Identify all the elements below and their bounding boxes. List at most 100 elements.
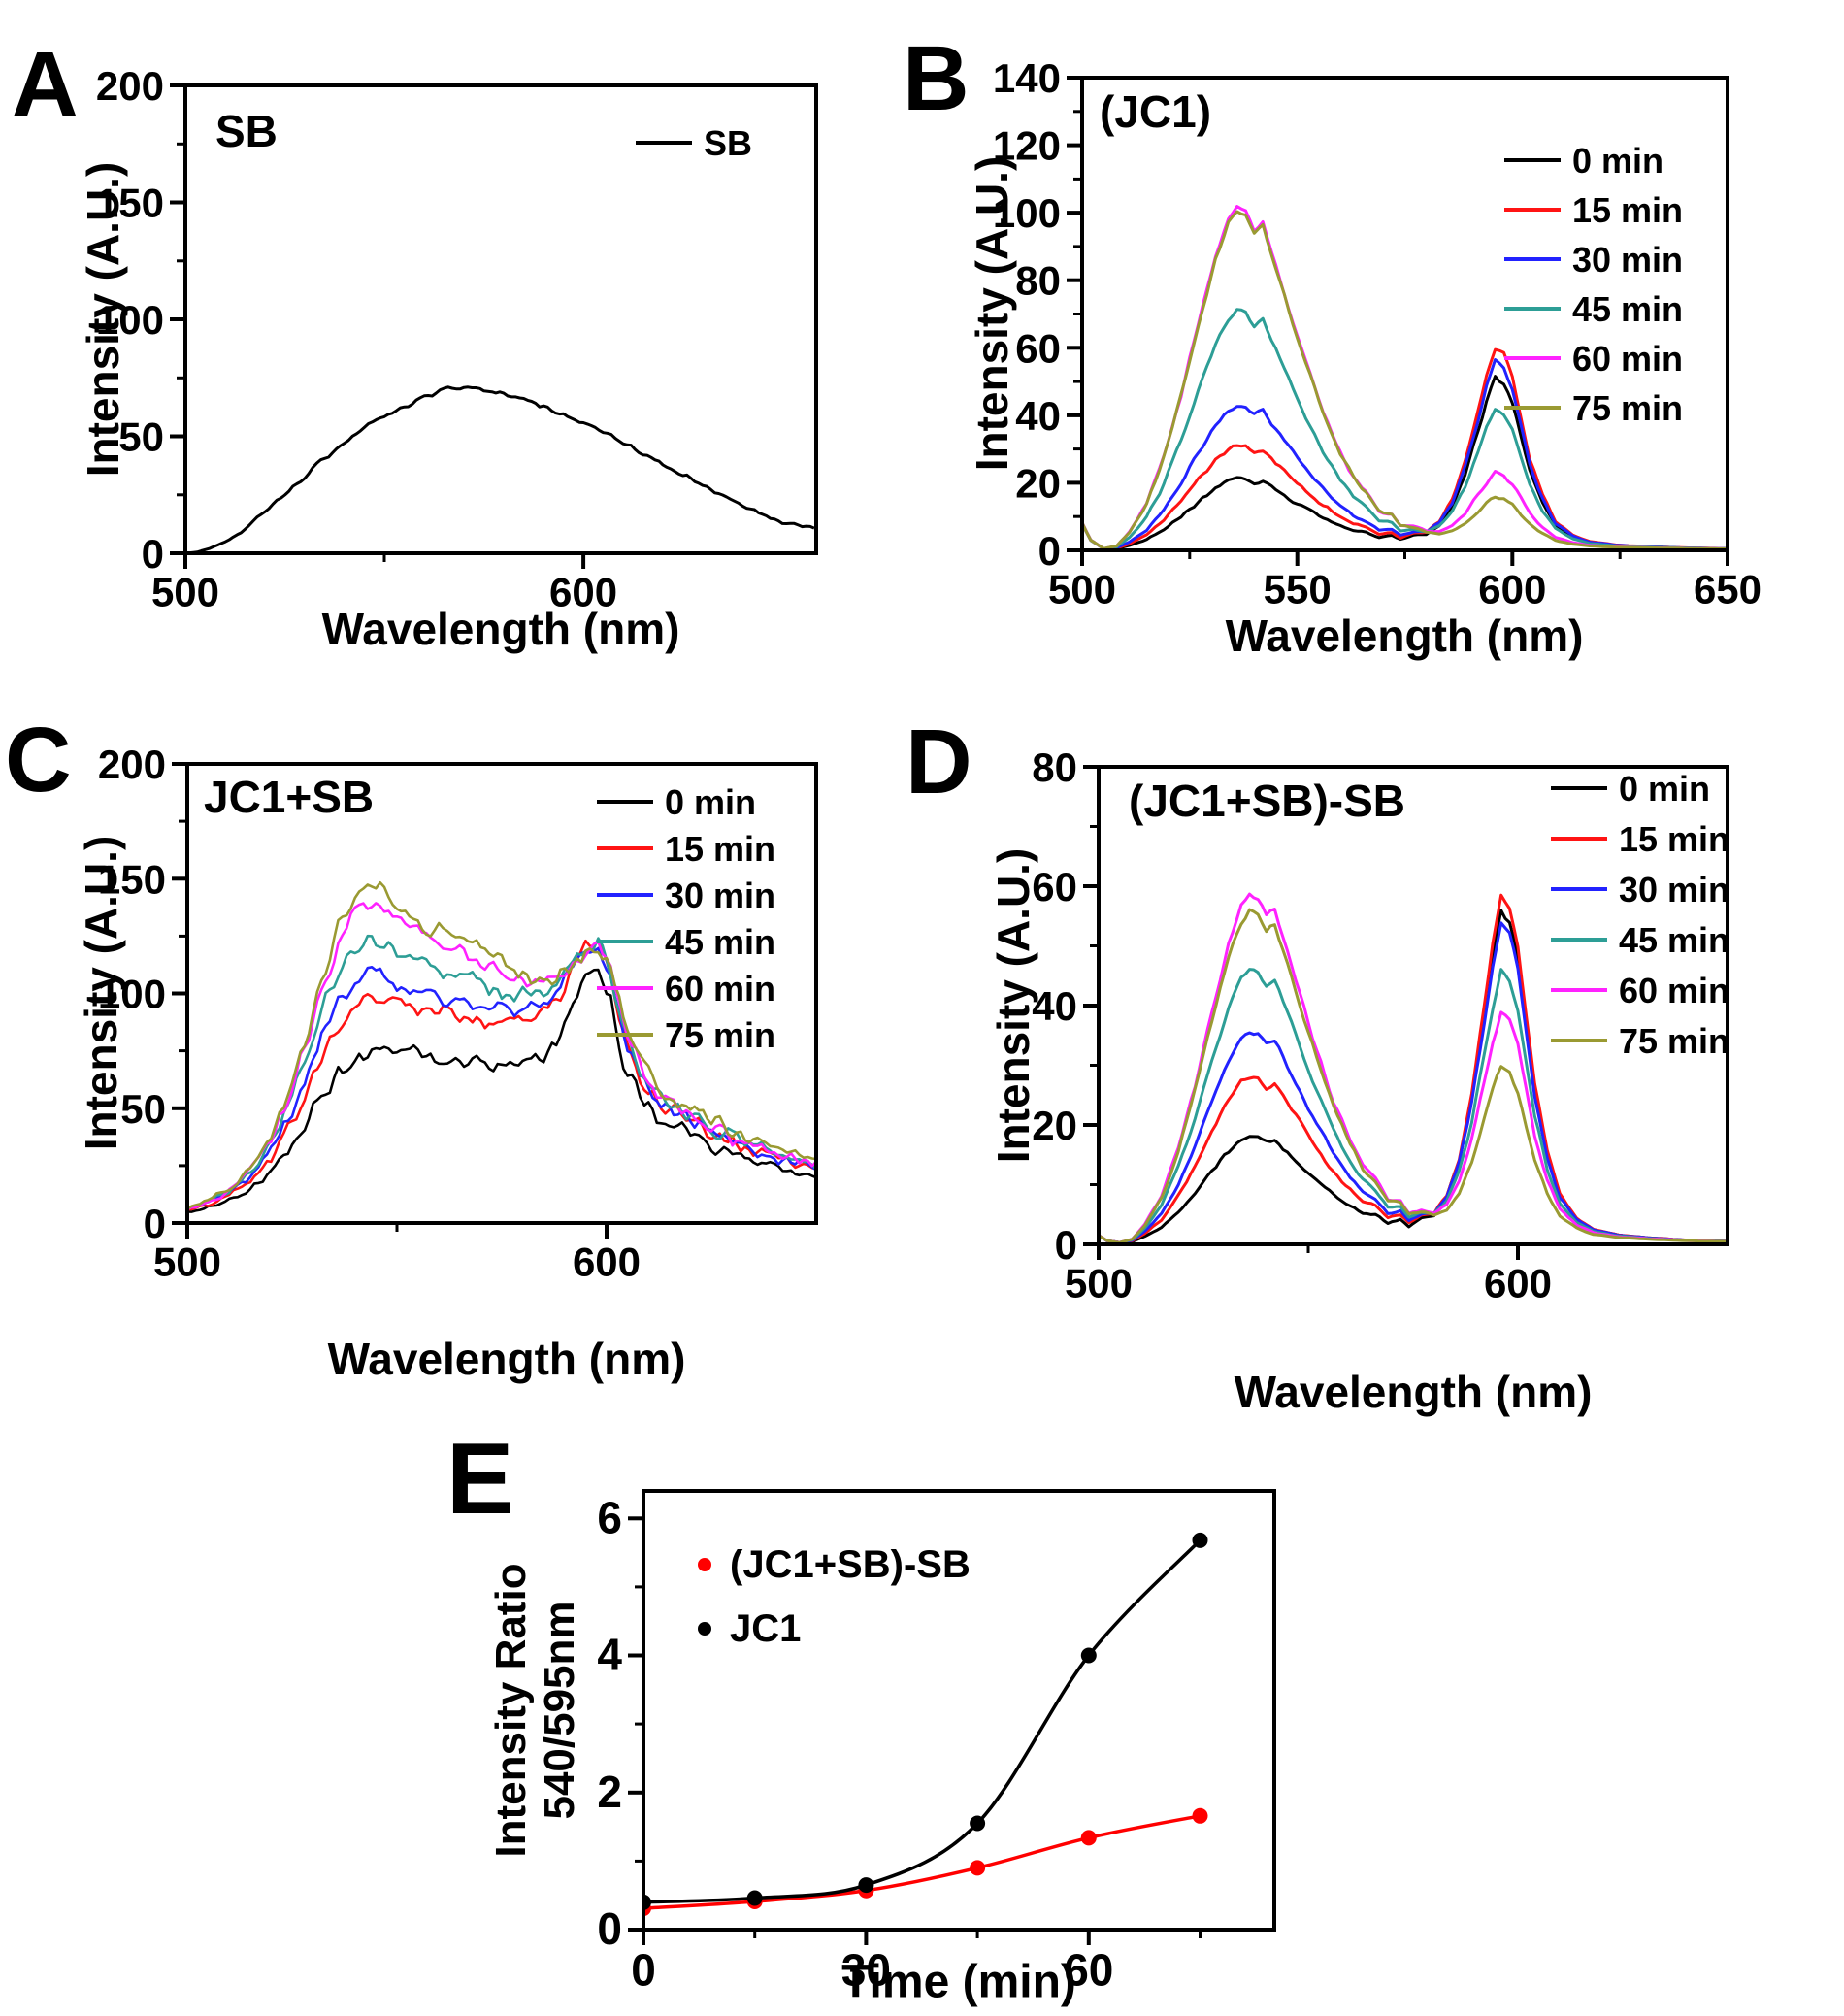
axis-ticks [172,762,609,1239]
panel-c-title: JC1+SB [204,772,375,822]
svg-text:120: 120 [993,123,1061,169]
svg-text:40: 40 [1032,983,1077,1029]
series-group [185,385,815,553]
svg-text:600: 600 [1484,1260,1552,1305]
svg-text:150: 150 [96,181,164,226]
legend: 0 min 15 min 30 min 45 min 60 min 75 min [1504,141,1683,428]
legend-label: 75 min [1619,1021,1729,1061]
svg-text:0: 0 [631,1945,656,1996]
svg-text:100: 100 [993,190,1061,236]
legend: (JC1+SB)-SB JC1 [698,1543,971,1650]
panel-e-y-axis-label-line2: 540/595nm [536,1601,583,1820]
panel-d-letter: D [906,711,972,813]
series-curve--jc1-sb-sb [643,1814,1201,1910]
series-line-15-min [187,939,816,1211]
svg-text:20: 20 [1015,460,1061,506]
data-point [1192,1532,1208,1548]
panel-e-y-axis-label: Intensity Ratio 540/595nm [487,1563,584,1857]
series-group [1082,205,1728,550]
series-line-45-min [187,934,816,1210]
svg-text:200: 200 [96,63,164,109]
svg-text:500: 500 [153,1239,221,1284]
series-line-75-min [187,880,816,1210]
svg-text:100: 100 [98,972,166,1017]
panel-a-x-axis-label: Wavelength (nm) [321,604,680,654]
tick-labels: 500 600 0 50 100 150 200 [98,742,641,1284]
legend-label: 0 min [1572,141,1663,181]
axis-ticks [1067,76,1729,566]
tick-labels: 500 600 0 20 40 60 80 [1032,744,1552,1305]
tick-labels: 500 600 0 50 100 150 200 [96,63,617,614]
panel-b-plot: 500 550 600 650 0 20 40 60 80 100 120 140 0 min 15 mi… [993,55,1762,611]
data-point [970,1815,986,1832]
data-point [746,1890,763,1906]
data-point [1080,1830,1097,1846]
legend-label: 0 min [1619,769,1710,809]
panel-c-letter: C [5,709,72,811]
panel-e-letter: E [446,1423,513,1536]
legend: SB [636,123,752,163]
panel-c-plot: 500 600 0 50 100 150 200 0 min 15 min 30 min 45 mi… [98,742,818,1284]
legend-label: 45 min [1619,920,1729,960]
axis-ticks [628,1516,1202,1945]
panel-d-plot: 500 600 0 20 40 60 80 0 min 15 min 30 min 45 min 60… [1032,744,1729,1305]
svg-text:100: 100 [96,297,164,343]
panel-e-x-axis-label: Time (min) [841,1956,1076,2008]
panel-b-title: (JC1) [1100,86,1212,137]
svg-text:200: 200 [98,742,166,787]
legend-label: 15 min [1619,819,1729,859]
svg-text:2: 2 [597,1767,622,1817]
svg-text:50: 50 [118,414,164,460]
svg-text:140: 140 [993,55,1061,101]
legend: 0 min 15 min 30 min 45 min 60 min 75 min [597,782,775,1055]
legend-label: 15 min [665,829,775,869]
svg-text:4: 4 [597,1630,622,1680]
svg-text:650: 650 [1694,566,1762,611]
panel-a-title: SB [215,106,278,156]
legend: 0 min 15 min 30 min 45 min 60 min 75 min [1551,769,1729,1061]
data-point [1192,1807,1208,1824]
svg-text:500: 500 [1048,566,1116,611]
svg-text:600: 600 [549,569,617,614]
series-line-0-min [1099,909,1728,1244]
legend-label: 60 min [665,969,775,1008]
legend-label: SB [704,123,752,163]
svg-text:0: 0 [597,1903,622,1954]
series-line-75-min [1099,908,1728,1244]
panel-e-plot: 0 30 60 0 2 4 6 (JC1+SB)-SB JC1 [597,1489,1276,1996]
data-point [858,1877,874,1894]
legend-label: 30 min [1619,870,1729,909]
series-line-60-min [187,902,816,1211]
legend-label: 45 min [665,922,775,962]
svg-text:60: 60 [1015,325,1061,371]
legend-label: 60 min [1572,339,1683,379]
legend-label: 60 min [1619,971,1729,1010]
panel-b-y-axis-label: Intensity (A.U.) [967,155,1017,472]
svg-text:0: 0 [144,1201,166,1246]
svg-text:6: 6 [597,1492,622,1542]
panel-a-letter: A [12,33,79,136]
svg-text:150: 150 [98,856,166,902]
svg-text:30: 30 [841,1945,891,1996]
series-curve-jc1 [643,1538,1202,1904]
axis-ticks [1083,765,1520,1260]
svg-text:550: 550 [1264,566,1332,611]
panel-b-letter: B [903,27,970,130]
series-group [187,880,816,1213]
data-point [970,1860,986,1876]
svg-text:40: 40 [1015,393,1061,439]
series-line-75-min [1082,210,1728,550]
data-point [1080,1647,1097,1664]
svg-text:0: 0 [1055,1222,1077,1268]
panel-a-plot: 500 600 0 50 100 150 200 SB [96,63,818,614]
svg-text:600: 600 [573,1239,641,1284]
panel-a-y-axis-label: Intensity (A.U.) [78,161,128,478]
legend-label: 0 min [665,782,756,822]
legend-label: JC1 [730,1607,801,1650]
legend-label: 75 min [1572,388,1683,428]
panel-d-y-axis-label: Intensity (A.U.) [988,847,1038,1164]
legend-swatch-dot [698,1558,711,1571]
svg-text:500: 500 [151,569,219,614]
